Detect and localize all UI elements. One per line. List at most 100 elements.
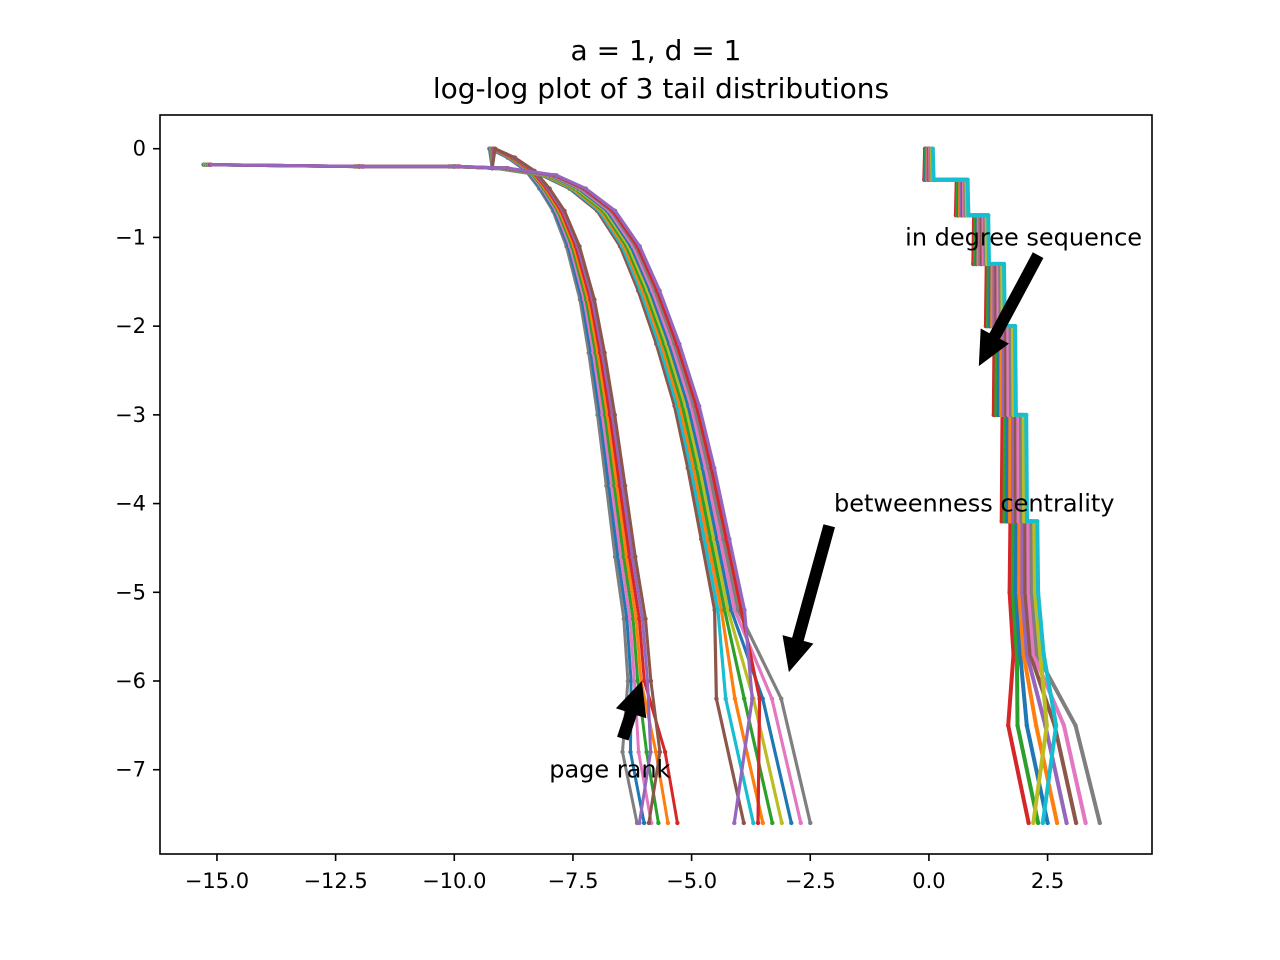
annotation-layer: in degree sequence betweenness centrality… [549,223,1142,783]
x-tick-label: −7.5 [547,869,598,893]
betweenness-centrality-point [711,536,716,542]
in-degree-sequence-point [1021,652,1026,657]
annotation-label: betweenness centrality [834,490,1115,518]
page-rank-point [622,483,628,488]
page-rank-point [644,749,649,755]
in-degree-sequence-point [1023,412,1029,418]
x-axis: −15.0 −12.5 −10.0 −7.5 −5.0 −2.5 0.0 2.5 [185,854,1064,893]
betweenness-centrality-point [727,536,732,542]
page-rank-point [624,616,630,622]
in-degree-sequence-point [1018,652,1023,657]
in-degree-sequence-point [986,213,991,218]
y-tick-label: −1 [115,225,146,249]
betweenness-centrality-point [769,696,775,701]
in-degree-sequence-point [1045,820,1050,826]
page-rank-point [612,412,617,418]
betweenness-centrality-point [751,820,756,826]
betweenness-centrality-point [732,607,737,613]
page-rank-point [648,749,653,755]
betweenness-centrality-point [715,607,721,613]
page-rank-point [630,616,636,622]
page-rank-point [628,749,633,755]
page-rank-point [648,678,654,684]
in-degree-sequence-point [1014,652,1020,657]
page-rank-point [636,749,641,755]
in-degree-sequence-point [1024,652,1030,657]
annotation-arrow [782,524,835,673]
annotation: in degree sequence [905,223,1142,367]
in-degree-sequence-point [1026,590,1031,595]
annotation-arrow [615,681,647,741]
betweenness-centrality-point [702,536,707,542]
page-rank-point [621,616,626,622]
betweenness-centrality-point [505,166,511,171]
betweenness-centrality-point [750,696,755,701]
annotation-label: page rank [549,756,670,784]
page-rank-point [592,297,597,302]
page-rank-point [512,155,518,160]
chart-subtitle: log-log plot of 3 tail distributions [433,72,889,105]
betweenness-centrality-point [612,208,618,213]
y-tick-label: 0 [133,137,146,161]
betweenness-centrality-point [798,820,803,826]
in-degree-sequence-point [1061,723,1067,728]
page-rank-point [632,678,637,684]
page-rank-point [646,820,652,826]
y-axis: 0 −1 −2 −3 −4 −5 −6 −7 [115,137,160,782]
betweenness-centrality-point [677,341,682,347]
page-rank-point [645,678,650,684]
betweenness-centrality-point [732,820,737,826]
x-tick-label: −5.0 [666,869,717,893]
in-degree-sequence-point [1038,652,1043,657]
page-rank-point [657,749,663,755]
page-rank-point [643,616,648,622]
in-degree-sequence-point [1015,723,1020,728]
betweenness-centrality-point [779,820,784,826]
in-degree-sequence-point [1053,723,1059,728]
in-degree-sequence-point [1041,652,1046,657]
in-degree-sequence-point [1032,590,1038,595]
in-degree-sequence-point [1097,820,1103,826]
in-degree-sequence-point [1024,519,1030,524]
in-degree-sequence-point [1033,723,1039,728]
betweenness-centrality-point [724,536,729,542]
betweenness-centrality-point [705,536,710,542]
betweenness-centrality-point [719,607,724,613]
in-degree-sequence-point [1023,590,1028,595]
in-degree-sequence-point [1012,323,1018,329]
in-degree-sequence-point [1073,820,1079,826]
in-degree-sequence-point [1083,820,1088,826]
page-rank-point [633,554,638,559]
annotation-arrow [978,252,1044,367]
in-degree-sequence-point [1007,590,1012,595]
in-degree-sequence-point [1016,590,1022,595]
in-degree-sequence-point [1035,820,1041,826]
betweenness-centrality-point [735,607,741,613]
betweenness-centrality-point [583,186,588,191]
in-degree-sequence-point [1044,723,1050,728]
y-tick-label: −4 [115,492,146,516]
page-rank-point [602,350,607,355]
page-rank-point [662,749,668,755]
in-degree-sequence-point [1028,652,1033,657]
page-rank-point [665,820,671,826]
page-rank-point [625,678,631,684]
in-degree-sequence-point [1006,723,1011,728]
in-degree-sequence-point [1013,412,1019,418]
chart-title: a = 1, d = 1 [571,34,742,67]
series-layer [201,146,1103,826]
page-rank-point [547,186,552,191]
page-rank-point [627,616,633,622]
betweenness-centrality-point [779,696,784,701]
y-tick-label: −7 [115,758,146,782]
plot-frame [159,114,1153,855]
in-degree-sequence-point [1040,820,1046,826]
in-degree-sequence-point [1013,590,1019,595]
x-tick-label: −10.0 [422,869,486,893]
betweenness-centrality-point [729,607,734,613]
betweenness-centrality-point [637,244,642,249]
betweenness-centrality-point [209,162,214,167]
in-degree-sequence-point [1034,652,1040,657]
betweenness-centrality-point [699,536,704,542]
